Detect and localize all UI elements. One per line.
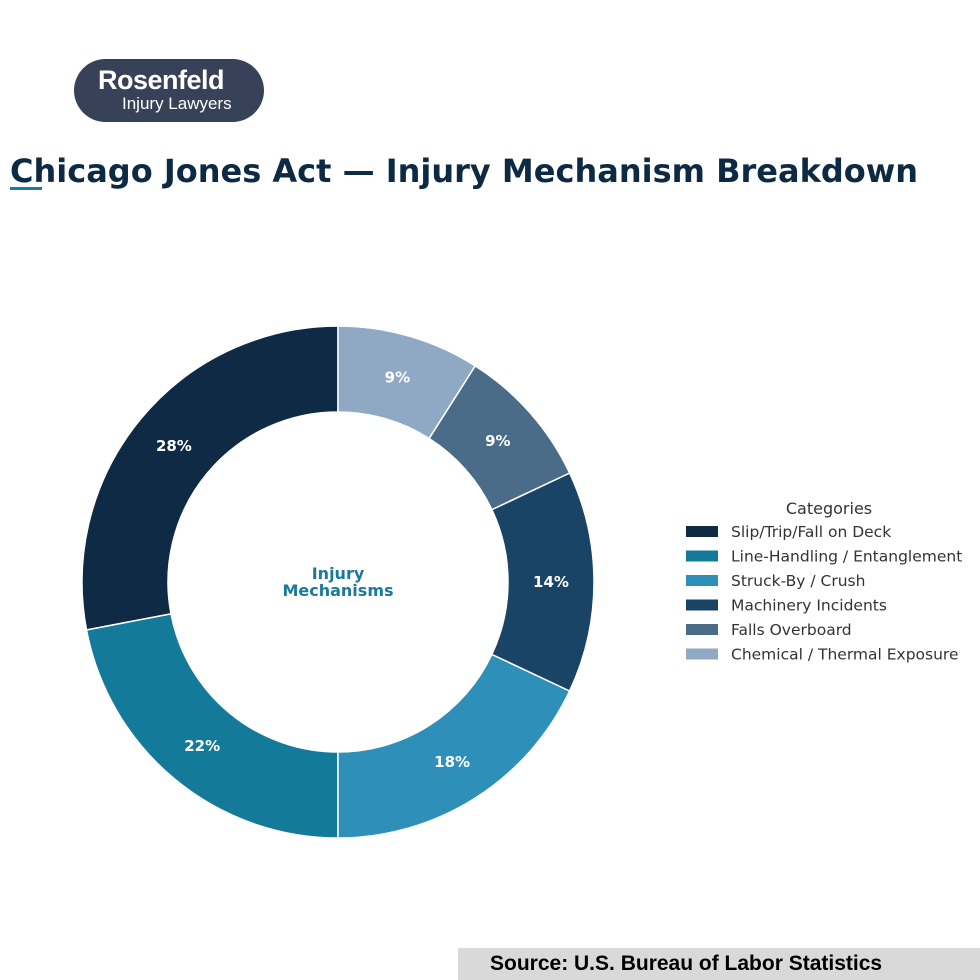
- title-accent-underline: [10, 187, 42, 190]
- donut-slice: [85, 612, 339, 839]
- legend-swatch: [686, 648, 718, 660]
- slice-data-label: 22%: [184, 737, 220, 755]
- slice-data-label: 28%: [156, 437, 192, 455]
- logo-name: Rosenfeld: [98, 65, 225, 95]
- donut-slice: [337, 325, 477, 440]
- legend-swatch: [686, 575, 718, 586]
- brand-logo: Rosenfeld Injury Lawyers: [74, 59, 264, 122]
- donut-slice: [337, 653, 571, 839]
- legend-swatch: [686, 526, 718, 537]
- legend-swatch: [686, 624, 718, 635]
- source-citation: Source: U.S. Bureau of Labor Statistics: [458, 948, 980, 980]
- logo-tagline: Injury Lawyers: [122, 94, 232, 113]
- slice-data-label: 18%: [434, 753, 470, 771]
- legend-label: Struck-By / Crush: [731, 572, 865, 590]
- page-title: Chicago Jones Act — Injury Mechanism Bre…: [10, 152, 919, 190]
- slice-data-label: 9%: [385, 369, 410, 387]
- slice-data-label: 14%: [533, 573, 569, 591]
- legend-label: Chemical / Thermal Exposure: [731, 646, 959, 664]
- legend-title: Categories: [786, 499, 872, 518]
- center-label-line2: Mechanisms: [282, 581, 393, 600]
- legend-label: Line-Handling / Entanglement: [731, 548, 962, 566]
- legend-swatch: [686, 599, 718, 611]
- slice-labels: 28% 22% 18% 14% 9% 9%: [156, 369, 569, 771]
- slice-data-label: 9%: [485, 432, 510, 450]
- legend-label: Slip/Trip/Fall on Deck: [731, 523, 891, 541]
- legend-label: Machinery Incidents: [731, 597, 887, 615]
- chart-legend: Categories Slip/Trip/Fall on Deck Line-Ha…: [686, 499, 962, 664]
- center-label-line1: Injury: [312, 564, 365, 583]
- donut-slices: [81, 325, 595, 839]
- legend-label: Falls Overboard: [731, 621, 852, 639]
- donut-slice: [81, 325, 339, 631]
- legend-swatch: [686, 550, 718, 562]
